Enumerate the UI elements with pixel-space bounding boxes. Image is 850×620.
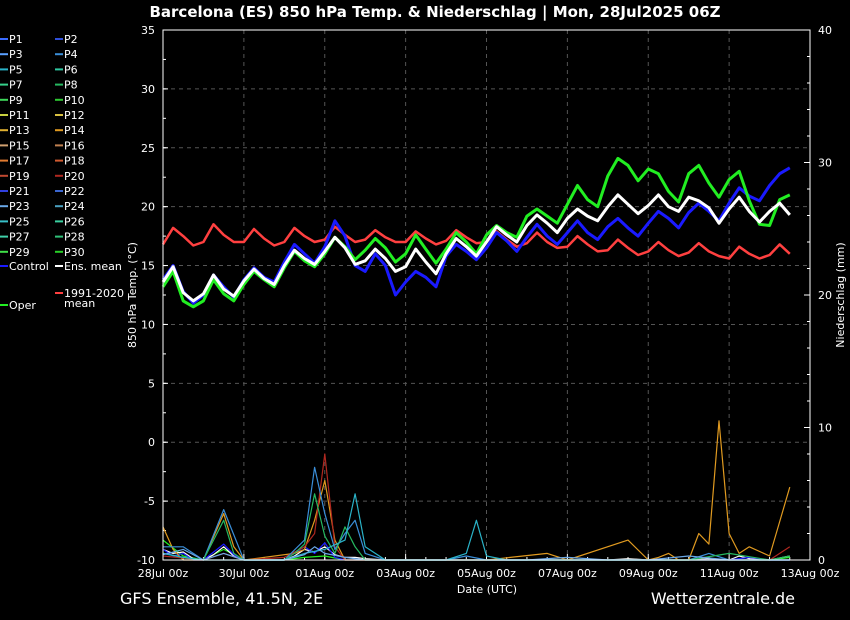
x-tick-label: 11Aug 00z bbox=[700, 567, 759, 580]
y-right-tick-label: 10 bbox=[818, 422, 832, 435]
legend-label-p20: P20 bbox=[64, 170, 85, 183]
footer-model-info: GFS Ensemble, 41.5N, 2E bbox=[120, 589, 323, 608]
y-left-tick-label: 25 bbox=[141, 142, 155, 155]
legend-label-p16: P16 bbox=[64, 139, 85, 152]
legend-label-p2: P2 bbox=[64, 33, 78, 46]
legend-label-control: Control bbox=[9, 260, 49, 273]
legend-label-p3: P3 bbox=[9, 48, 23, 61]
y-left-tick-label: 10 bbox=[141, 318, 155, 331]
footer-source: Wetterzentrale.de bbox=[651, 589, 795, 608]
legend-label-1991-2020-mean: 1991-2020 bbox=[64, 287, 124, 300]
y-right-tick-label: 30 bbox=[818, 157, 832, 170]
legend-label-p22: P22 bbox=[64, 185, 85, 198]
y-right-tick-label: 40 bbox=[818, 24, 832, 37]
precip-line-p14 bbox=[162, 420, 791, 561]
y-left-tick-label: 20 bbox=[141, 201, 155, 214]
legend-label-p6: P6 bbox=[64, 63, 78, 76]
legend-label-p30: P30 bbox=[64, 246, 85, 259]
legend-label-p5: P5 bbox=[9, 63, 23, 76]
y-right-tick-label: 0 bbox=[818, 554, 825, 567]
legend-label-p7: P7 bbox=[9, 79, 23, 92]
y-axis-left-ticks: 35 30 25 20 15 10 5 0 -5 -10 bbox=[137, 24, 168, 567]
legend-label-p28: P28 bbox=[64, 231, 85, 244]
legend-label-p25: P25 bbox=[9, 215, 30, 228]
legend-label-p18: P18 bbox=[64, 155, 85, 168]
legend-label-p24: P24 bbox=[64, 200, 85, 213]
legend-label-p14: P14 bbox=[64, 124, 85, 137]
x-tick-label: 28Jul 00z bbox=[138, 567, 189, 580]
legend-label-p8: P8 bbox=[64, 79, 78, 92]
chart-title: Barcelona (ES) 850 hPa Temp. & Niedersch… bbox=[149, 3, 720, 22]
y-left-tick-label: 35 bbox=[141, 24, 155, 37]
legend-label-p12: P12 bbox=[64, 109, 85, 122]
legend-label-p9: P9 bbox=[9, 94, 23, 107]
y-axis-left-label: 850 hPa Temp. (°C) bbox=[126, 242, 139, 348]
legend-label-p19: P19 bbox=[9, 170, 30, 183]
y-left-tick-label: -5 bbox=[144, 495, 155, 508]
legend-label-p11: P11 bbox=[9, 109, 30, 122]
legend-label-p1: P1 bbox=[9, 33, 23, 46]
legend: P1 P2 P3 P4 P5 P6 P7 P8 P9 P10 P11 P12 P13 P14 P15 P16 P… bbox=[0, 33, 124, 312]
y-axis-right-label: Niederschlag (mm) bbox=[834, 242, 847, 347]
legend-label-ens-mean: Ens. mean bbox=[64, 260, 122, 273]
x-axis-label: Date (UTC) bbox=[457, 583, 517, 596]
legend-label-p26: P26 bbox=[64, 215, 85, 228]
legend-label-1991-2020-mean: mean bbox=[64, 297, 95, 310]
y-left-tick-label: 0 bbox=[148, 436, 155, 449]
y-right-tick-label: 20 bbox=[818, 289, 832, 302]
legend-label-p4: P4 bbox=[64, 48, 78, 61]
x-tick-label: 01Aug 00z bbox=[295, 567, 354, 580]
legend-label-p23: P23 bbox=[9, 200, 30, 213]
legend-label-p15: P15 bbox=[9, 139, 30, 152]
temp-line-ens-mean bbox=[161, 193, 791, 303]
legend-label-p10: P10 bbox=[64, 94, 85, 107]
legend-label-p13: P13 bbox=[9, 124, 30, 137]
x-tick-label: 13Aug 00z bbox=[781, 567, 840, 580]
y-left-tick-label: 15 bbox=[141, 260, 155, 273]
x-tick-label: 05Aug 00z bbox=[457, 567, 516, 580]
y-left-tick-label: 5 bbox=[148, 377, 155, 390]
legend-label-p21: P21 bbox=[9, 185, 30, 198]
temp-line-1991-2020-mean bbox=[161, 223, 791, 260]
plot-frame bbox=[162, 29, 811, 561]
x-tick-label: 07Aug 00z bbox=[538, 567, 597, 580]
x-tick-label: 30Jul 00z bbox=[219, 567, 270, 580]
y-left-tick-label: -10 bbox=[137, 554, 155, 567]
legend-label-p29: P29 bbox=[9, 246, 30, 259]
legend-label-p17: P17 bbox=[9, 155, 30, 168]
x-tick-label: 03Aug 00z bbox=[376, 567, 435, 580]
grid bbox=[163, 30, 810, 560]
legend-label-p27: P27 bbox=[9, 231, 30, 244]
y-left-tick-label: 30 bbox=[141, 83, 155, 96]
legend-label-oper: Oper bbox=[9, 299, 36, 312]
x-tick-label: 09Aug 00z bbox=[619, 567, 678, 580]
